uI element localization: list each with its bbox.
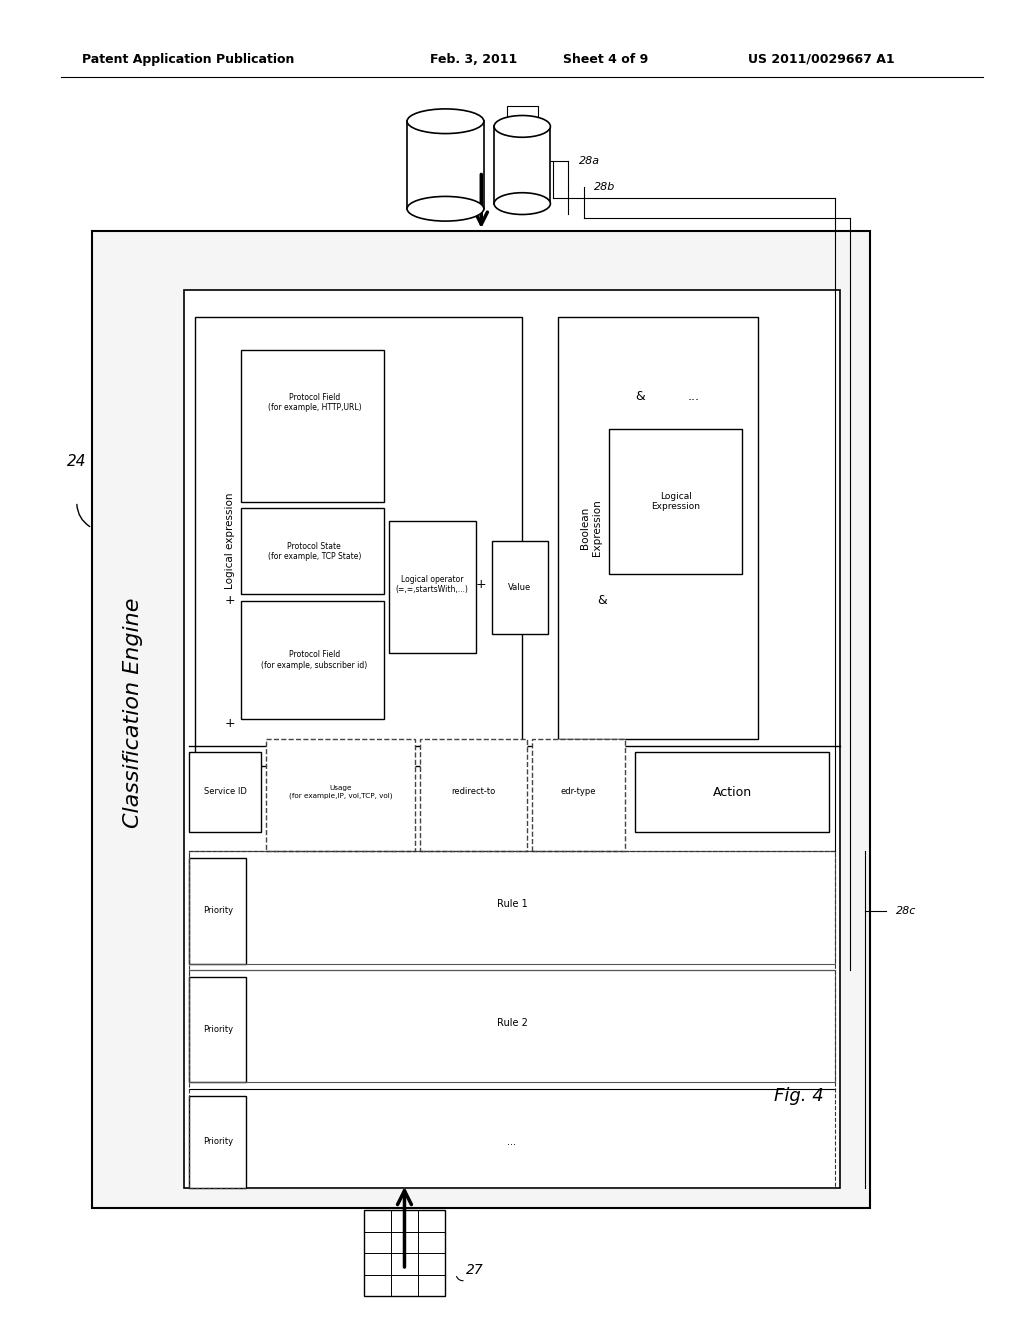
Text: &: & [597, 594, 607, 607]
Text: Protocol Field
(for example, subscriber id): Protocol Field (for example, subscriber … [261, 651, 368, 669]
Text: Logical expression: Logical expression [225, 492, 236, 590]
FancyBboxPatch shape [189, 977, 246, 1082]
Text: 28a: 28a [579, 156, 600, 166]
Text: Priority: Priority [203, 1138, 233, 1146]
FancyBboxPatch shape [266, 739, 415, 851]
Text: Usage
(for example,IP, vol,TCP, vol): Usage (for example,IP, vol,TCP, vol) [289, 785, 393, 799]
Text: 28c: 28c [896, 906, 916, 916]
FancyBboxPatch shape [241, 601, 384, 719]
FancyBboxPatch shape [189, 1096, 246, 1188]
Text: ...: ... [508, 1137, 516, 1147]
Text: Logical
Expression: Logical Expression [651, 492, 700, 511]
FancyBboxPatch shape [492, 541, 548, 634]
Text: ...: ... [687, 389, 699, 403]
FancyBboxPatch shape [195, 317, 522, 766]
FancyBboxPatch shape [635, 752, 829, 832]
Ellipse shape [494, 193, 551, 214]
Text: Value: Value [508, 583, 530, 591]
FancyBboxPatch shape [507, 106, 538, 139]
Text: Protocol Field
(for example, HTTP,URL): Protocol Field (for example, HTTP,URL) [267, 393, 361, 412]
FancyBboxPatch shape [241, 350, 384, 502]
FancyBboxPatch shape [241, 508, 384, 594]
FancyBboxPatch shape [558, 317, 758, 739]
Text: Boolean
Expression: Boolean Expression [580, 500, 602, 556]
Text: Rule 1: Rule 1 [497, 899, 527, 909]
Text: Logical operator
(=,=,startsWith,...): Logical operator (=,=,startsWith,...) [395, 576, 469, 594]
Ellipse shape [494, 116, 551, 137]
Text: 24: 24 [67, 454, 87, 470]
Text: Priority: Priority [203, 1026, 233, 1034]
Text: +: + [225, 594, 236, 607]
Text: Priority: Priority [203, 907, 233, 915]
Text: Action: Action [713, 785, 752, 799]
FancyBboxPatch shape [184, 290, 840, 1188]
Text: Sheet 4 of 9: Sheet 4 of 9 [563, 53, 648, 66]
Text: Rule 2: Rule 2 [497, 1018, 527, 1028]
Ellipse shape [408, 197, 483, 222]
Text: +: + [225, 717, 236, 730]
Ellipse shape [408, 108, 483, 133]
FancyBboxPatch shape [92, 231, 870, 1208]
Text: US 2011/0029667 A1: US 2011/0029667 A1 [748, 53, 894, 66]
FancyBboxPatch shape [420, 739, 527, 851]
FancyBboxPatch shape [189, 858, 246, 964]
FancyBboxPatch shape [609, 429, 742, 574]
Text: 27: 27 [466, 1263, 483, 1276]
Text: Fig. 4: Fig. 4 [774, 1086, 823, 1105]
Text: redirect-to: redirect-to [451, 788, 496, 796]
FancyBboxPatch shape [364, 1210, 445, 1296]
Text: 28b: 28b [594, 182, 615, 193]
Text: +: + [476, 578, 486, 591]
FancyBboxPatch shape [494, 127, 551, 203]
Text: &: & [635, 389, 645, 403]
Text: Protocol State
(for example, TCP State): Protocol State (for example, TCP State) [267, 543, 361, 561]
Text: Service ID: Service ID [204, 788, 247, 796]
Text: Feb. 3, 2011: Feb. 3, 2011 [430, 53, 517, 66]
FancyBboxPatch shape [189, 752, 261, 832]
Text: edr-type: edr-type [561, 788, 596, 796]
Text: Patent Application Publication: Patent Application Publication [82, 53, 294, 66]
FancyBboxPatch shape [408, 121, 484, 209]
FancyBboxPatch shape [389, 521, 476, 653]
Text: Classification Engine: Classification Engine [123, 598, 143, 828]
FancyBboxPatch shape [532, 739, 625, 851]
